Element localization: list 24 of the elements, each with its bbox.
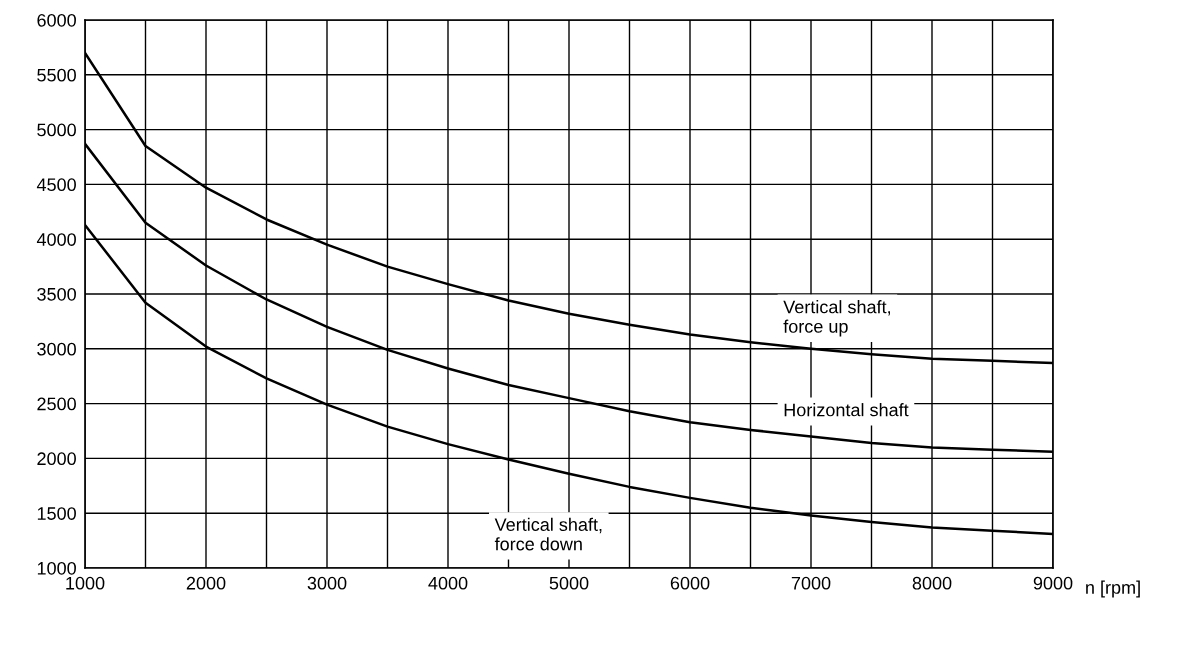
y-tick-label: 2500 (37, 397, 76, 411)
y-tick-label: 3000 (37, 342, 76, 356)
y-tick-label: 5500 (37, 68, 76, 82)
x-tick-label: 1000 (66, 576, 105, 590)
y-tick-label: 1500 (37, 507, 76, 520)
x-tick-label: 6000 (670, 576, 710, 590)
y-tick-label: 3500 (37, 287, 76, 301)
x-tick-label: 5000 (549, 576, 589, 590)
x-tick-label: 8000 (912, 576, 952, 590)
x-tick-label: 2000 (186, 576, 226, 590)
series-label: Vertical shaft, force up (783, 300, 890, 337)
y-tick-label: 1000 (37, 561, 76, 575)
x-axis-title: n [rpm] (1086, 580, 1140, 598)
x-tick-label: 4000 (428, 576, 468, 590)
y-tick-label: 4000 (36, 233, 76, 246)
y-tick-label: 6000 (37, 13, 76, 27)
series-label: Horizontal shaft (784, 403, 909, 417)
y-tick-label: 2000 (37, 452, 76, 466)
x-tick-label: 7000 (791, 576, 831, 590)
y-tick-label: 4500 (36, 178, 76, 192)
y-tick-label: 5000 (37, 123, 76, 137)
x-tick-label: 3000 (307, 576, 347, 590)
text: Vertical shaft, force down (494, 517, 602, 551)
x-tick-label: 9000 (1033, 576, 1073, 590)
